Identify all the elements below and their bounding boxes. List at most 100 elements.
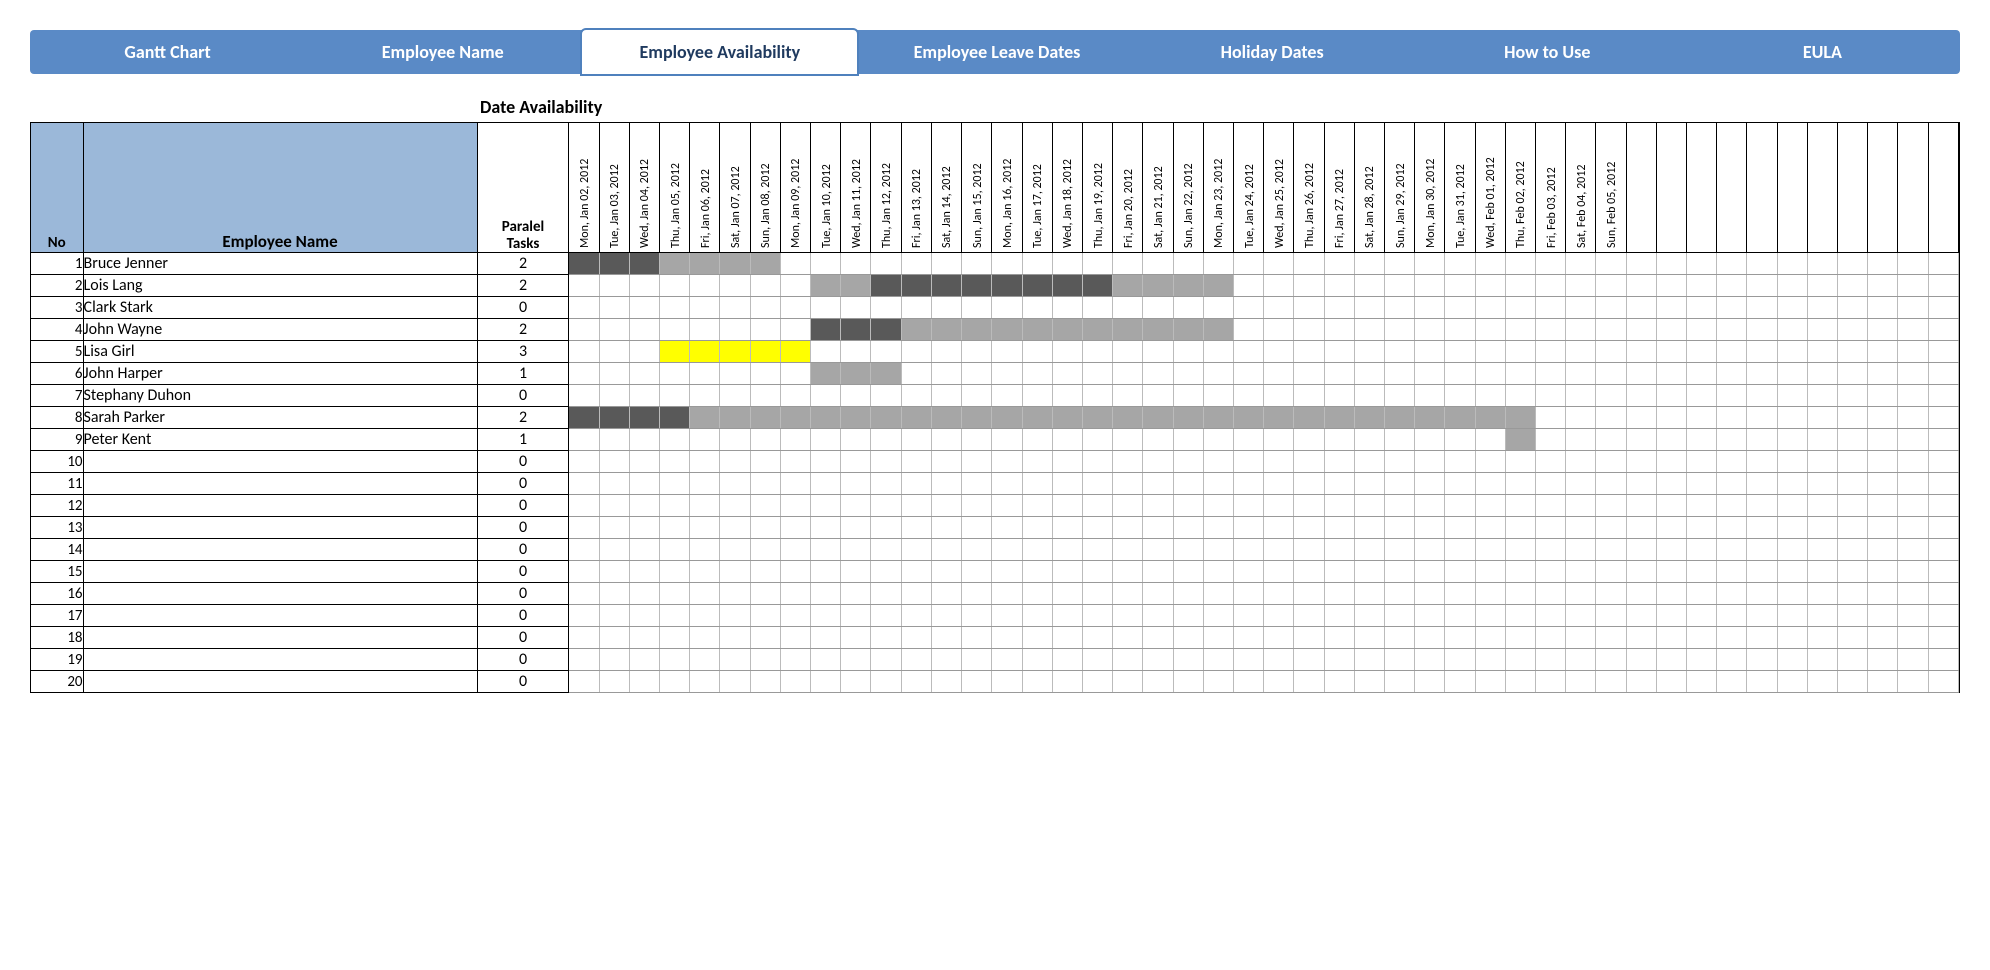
cell-availability-day[interactable] <box>1837 495 1867 517</box>
cell-availability-day[interactable] <box>1264 451 1294 473</box>
cell-availability-day[interactable] <box>811 429 841 451</box>
cell-availability-day[interactable] <box>1082 429 1112 451</box>
cell-availability-day[interactable] <box>1113 253 1143 275</box>
cell-availability-day[interactable] <box>1717 473 1747 495</box>
cell-availability-day[interactable] <box>569 583 599 605</box>
cell-availability-day[interactable] <box>1928 583 1958 605</box>
cell-availability-day[interactable] <box>1143 385 1173 407</box>
cell-availability-day[interactable] <box>1475 539 1505 561</box>
cell-availability-day[interactable] <box>1626 649 1656 671</box>
cell-availability-day[interactable] <box>962 605 992 627</box>
cell-availability-day[interactable] <box>1777 253 1807 275</box>
cell-availability-day[interactable] <box>1717 451 1747 473</box>
cell-availability-day[interactable] <box>1384 649 1414 671</box>
cell-availability-day[interactable] <box>1807 341 1837 363</box>
cell-availability-day[interactable] <box>931 473 961 495</box>
cell-availability-day[interactable] <box>1596 627 1626 649</box>
cell-availability-day[interactable] <box>1535 583 1565 605</box>
cell-availability-day[interactable] <box>841 451 871 473</box>
cell-availability-day[interactable] <box>1837 341 1867 363</box>
cell-availability-day[interactable] <box>1022 671 1052 693</box>
cell-availability-day[interactable] <box>901 275 931 297</box>
cell-availability-day[interactable] <box>811 407 841 429</box>
cell-availability-day[interactable] <box>1837 583 1867 605</box>
cell-availability-day[interactable] <box>1445 275 1475 297</box>
cell-availability-day[interactable] <box>871 341 901 363</box>
cell-availability-day[interactable] <box>750 363 780 385</box>
cell-availability-day[interactable] <box>962 253 992 275</box>
cell-availability-day[interactable] <box>1777 341 1807 363</box>
cell-availability-day[interactable] <box>569 495 599 517</box>
cell-availability-day[interactable] <box>1686 495 1716 517</box>
cell-availability-day[interactable] <box>1626 407 1656 429</box>
cell-availability-day[interactable] <box>1415 319 1445 341</box>
cell-availability-day[interactable] <box>1747 429 1777 451</box>
cell-availability-day[interactable] <box>1596 495 1626 517</box>
cell-availability-day[interactable] <box>871 671 901 693</box>
cell-availability-day[interactable] <box>720 649 750 671</box>
cell-availability-day[interactable] <box>1898 495 1928 517</box>
cell-availability-day[interactable] <box>1596 407 1626 429</box>
cell-availability-day[interactable] <box>1898 385 1928 407</box>
cell-availability-day[interactable] <box>811 495 841 517</box>
cell-availability-day[interactable] <box>1535 473 1565 495</box>
cell-availability-day[interactable] <box>780 385 810 407</box>
cell-paralel-tasks[interactable]: 2 <box>477 253 569 275</box>
cell-availability-day[interactable] <box>1022 583 1052 605</box>
cell-availability-day[interactable] <box>1143 451 1173 473</box>
cell-availability-day[interactable] <box>629 627 659 649</box>
cell-availability-day[interactable] <box>780 583 810 605</box>
cell-availability-day[interactable] <box>1415 627 1445 649</box>
cell-availability-day[interactable] <box>1475 275 1505 297</box>
cell-availability-day[interactable] <box>1082 341 1112 363</box>
cell-availability-day[interactable] <box>1837 319 1867 341</box>
cell-availability-day[interactable] <box>1415 473 1445 495</box>
cell-availability-day[interactable] <box>1324 275 1354 297</box>
cell-employee-name[interactable] <box>83 561 477 583</box>
cell-availability-day[interactable] <box>1203 561 1233 583</box>
cell-availability-day[interactable] <box>599 605 629 627</box>
cell-availability-day[interactable] <box>1082 253 1112 275</box>
cell-availability-day[interactable] <box>660 319 690 341</box>
cell-availability-day[interactable] <box>750 385 780 407</box>
cell-availability-day[interactable] <box>1868 363 1898 385</box>
cell-employee-name[interactable] <box>83 495 477 517</box>
cell-availability-day[interactable] <box>1143 319 1173 341</box>
cell-availability-day[interactable] <box>901 451 931 473</box>
cell-availability-day[interactable] <box>1082 605 1112 627</box>
cell-availability-day[interactable] <box>780 561 810 583</box>
cell-availability-day[interactable] <box>1928 517 1958 539</box>
cell-availability-day[interactable] <box>931 319 961 341</box>
cell-availability-day[interactable] <box>750 341 780 363</box>
cell-availability-day[interactable] <box>1717 429 1747 451</box>
cell-availability-day[interactable] <box>1203 649 1233 671</box>
cell-availability-day[interactable] <box>1868 517 1898 539</box>
cell-availability-day[interactable] <box>1807 451 1837 473</box>
cell-availability-day[interactable] <box>901 605 931 627</box>
cell-availability-day[interactable] <box>750 605 780 627</box>
cell-availability-day[interactable] <box>1566 385 1596 407</box>
cell-availability-day[interactable] <box>1082 451 1112 473</box>
cell-availability-day[interactable] <box>1113 539 1143 561</box>
cell-availability-day[interactable] <box>690 539 720 561</box>
cell-availability-day[interactable] <box>1566 297 1596 319</box>
cell-availability-day[interactable] <box>1173 495 1203 517</box>
cell-employee-name[interactable] <box>83 517 477 539</box>
cell-availability-day[interactable] <box>841 297 871 319</box>
cell-availability-day[interactable] <box>1415 253 1445 275</box>
cell-availability-day[interactable] <box>1113 583 1143 605</box>
cell-availability-day[interactable] <box>1837 649 1867 671</box>
cell-availability-day[interactable] <box>720 605 750 627</box>
cell-paralel-tasks[interactable]: 1 <box>477 429 569 451</box>
cell-availability-day[interactable] <box>1747 649 1777 671</box>
cell-availability-day[interactable] <box>1777 473 1807 495</box>
cell-availability-day[interactable] <box>569 429 599 451</box>
cell-availability-day[interactable] <box>1475 605 1505 627</box>
cell-availability-day[interactable] <box>1626 561 1656 583</box>
cell-availability-day[interactable] <box>1294 319 1324 341</box>
cell-availability-day[interactable] <box>1052 363 1082 385</box>
cell-paralel-tasks[interactable]: 0 <box>477 473 569 495</box>
cell-availability-day[interactable] <box>1807 473 1837 495</box>
cell-availability-day[interactable] <box>1596 539 1626 561</box>
cell-availability-day[interactable] <box>1324 495 1354 517</box>
